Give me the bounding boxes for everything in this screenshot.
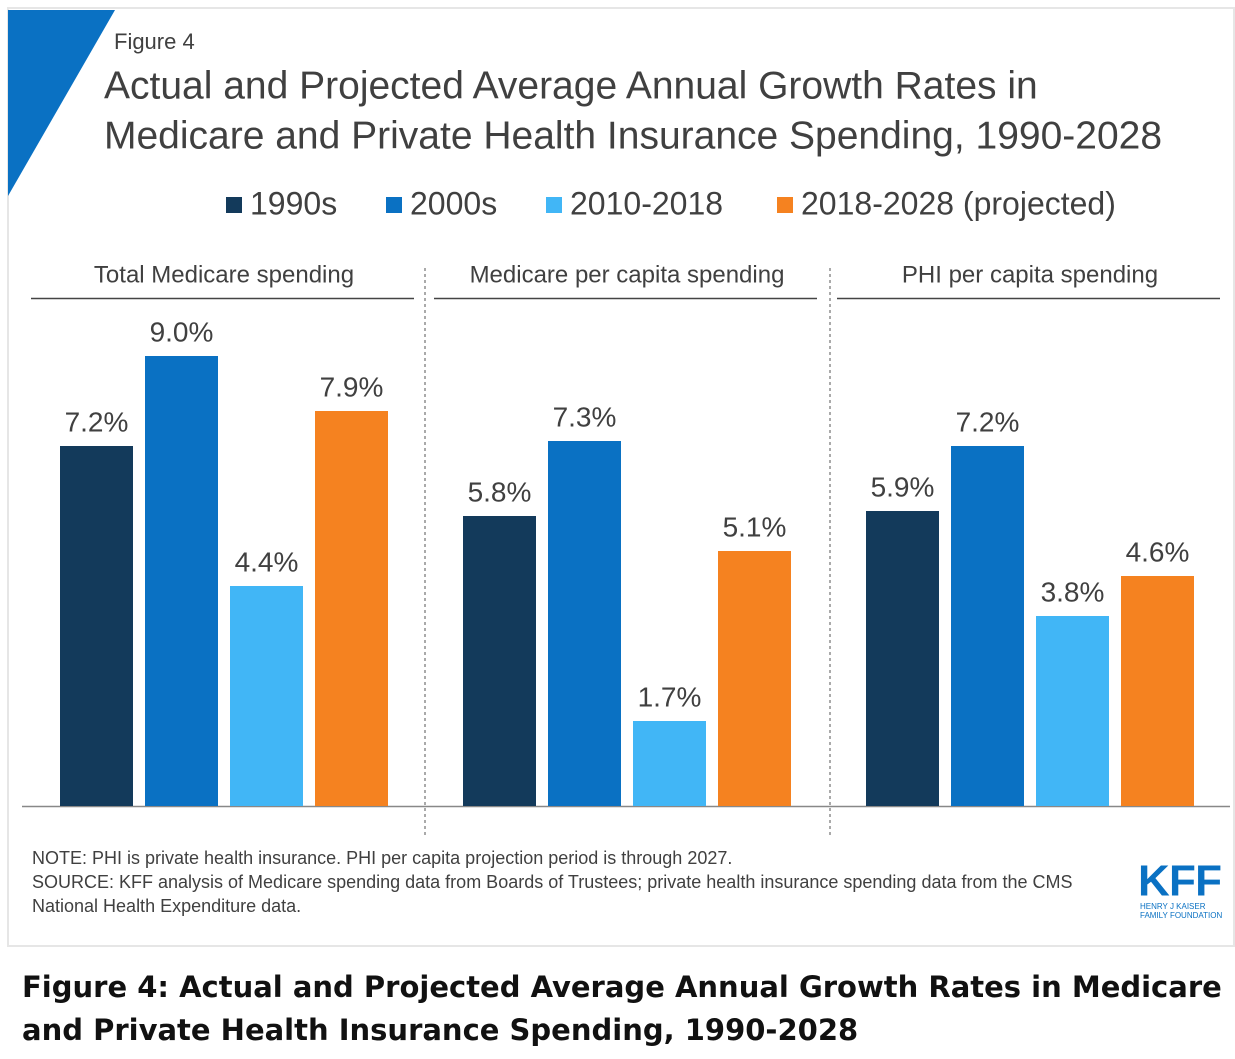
- value-label: 9.0%: [150, 316, 214, 347]
- bar: [60, 446, 133, 806]
- value-label: 7.2%: [65, 406, 129, 437]
- logo-subtitle: HENRY J KAISER: [1140, 902, 1206, 911]
- legend-label: 2010-2018: [570, 185, 723, 221]
- bar: [1036, 616, 1109, 806]
- value-label: 7.3%: [553, 401, 617, 432]
- legend-swatch: [546, 197, 562, 213]
- bar: [1121, 576, 1194, 806]
- chart-title: Actual and Projected Average Annual Grow…: [104, 64, 1038, 107]
- value-label: 5.1%: [723, 511, 787, 542]
- legend-label: 1990s: [250, 185, 337, 221]
- bar: [463, 516, 536, 806]
- group-label: PHI per capita spending: [902, 261, 1158, 288]
- bar: [315, 411, 388, 806]
- bar: [633, 721, 706, 806]
- value-label: 7.2%: [956, 406, 1020, 437]
- bar: [866, 511, 939, 806]
- caption: Figure 4: Actual and Projected Average A…: [22, 970, 1222, 1047]
- value-label: 3.8%: [1041, 576, 1105, 607]
- value-label: 7.9%: [320, 371, 384, 402]
- logo-text: KFF: [1138, 857, 1222, 906]
- legend-label: 2018-2028 (projected): [801, 185, 1116, 221]
- group-label: Total Medicare spending: [94, 261, 354, 288]
- value-label: 5.9%: [871, 471, 935, 502]
- chart-title: Medicare and Private Health Insurance Sp…: [104, 114, 1162, 157]
- corner-triangle: [8, 10, 115, 196]
- legend-swatch: [386, 197, 402, 213]
- note: NOTE: PHI is private health insurance. P…: [32, 848, 733, 868]
- notes: NOTE: PHI is private health insurance. P…: [32, 846, 1102, 918]
- group-label: Medicare per capita spending: [470, 261, 785, 288]
- logo-subtitle: FAMILY FOUNDATION: [1140, 911, 1222, 920]
- bar: [951, 446, 1024, 806]
- source: SOURCE: KFF analysis of Medicare spendin…: [32, 872, 1073, 916]
- bar: [145, 356, 218, 806]
- legend-swatch: [777, 197, 793, 213]
- value-label: 4.4%: [235, 546, 299, 577]
- value-label: 5.8%: [468, 476, 532, 507]
- legend-swatch: [226, 197, 242, 213]
- bar: [230, 586, 303, 806]
- legend-label: 2000s: [410, 185, 497, 221]
- figure-label: Figure 4: [114, 29, 195, 54]
- value-label: 4.6%: [1126, 536, 1190, 567]
- bar: [718, 551, 791, 806]
- bar: [548, 441, 621, 806]
- value-label: 1.7%: [638, 681, 702, 712]
